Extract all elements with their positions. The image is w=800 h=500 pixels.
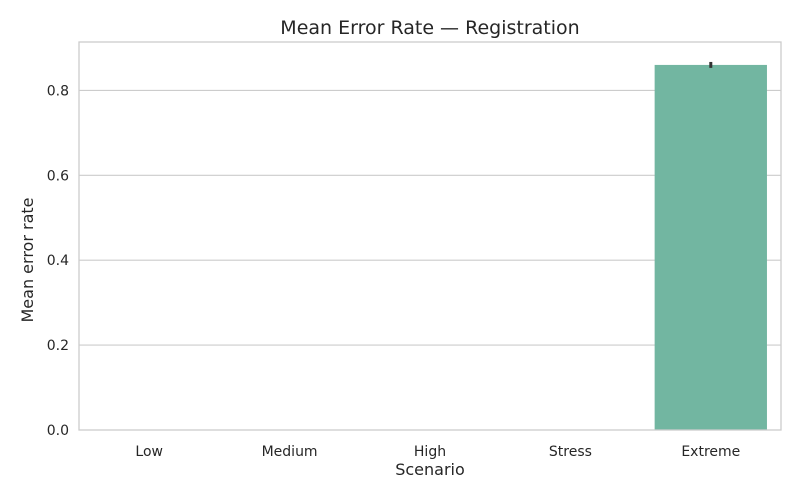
x-tick-label: Low xyxy=(135,444,163,460)
chart-title: Mean Error Rate — Registration xyxy=(280,17,579,39)
plot-frame xyxy=(78,41,782,431)
y-tick-label: 0.4 xyxy=(47,253,69,269)
bar-extreme xyxy=(654,64,767,431)
y-tick-label: 0.2 xyxy=(47,338,69,354)
y-tick-labels: 0.0 0.2 0.4 0.6 0.8 xyxy=(47,83,69,439)
x-tick-label: Medium xyxy=(262,444,318,460)
x-tick-label: Extreme xyxy=(681,444,740,460)
y-axis-label: Mean error rate xyxy=(18,198,37,323)
y-tick-label: 0.6 xyxy=(47,168,69,184)
y-tick-label: 0.8 xyxy=(47,83,69,99)
x-axis-label: Scenario xyxy=(395,460,465,479)
y-tick-label: 0.0 xyxy=(47,423,69,439)
bars xyxy=(654,64,767,431)
x-tick-label: High xyxy=(414,444,446,460)
x-tick-label: Stress xyxy=(549,444,592,460)
x-tick-labels: Low Medium High Stress Extreme xyxy=(135,444,740,460)
